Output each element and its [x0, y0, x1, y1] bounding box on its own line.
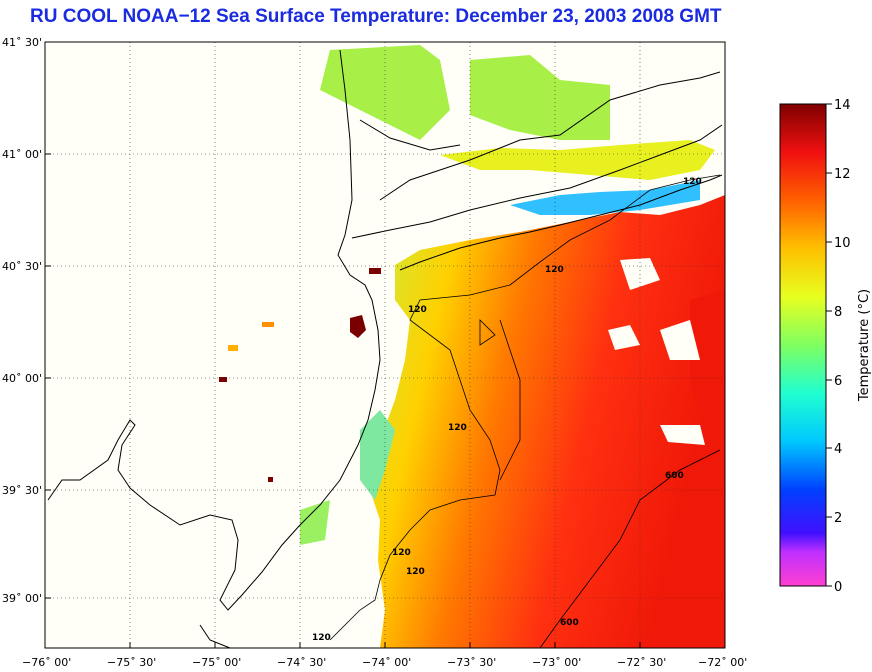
colorbar-tick: 10	[834, 236, 851, 251]
lon-label: −74˚ 00'	[362, 656, 411, 669]
colorbar-tick: 4	[834, 442, 842, 457]
lon-label: −73˚ 30'	[447, 656, 496, 669]
contour-label: 120	[312, 633, 331, 643]
lon-label: −74˚ 30'	[277, 656, 326, 669]
colorbar-tick: 14	[834, 98, 851, 113]
contour-label: 120	[545, 265, 564, 275]
lon-label: −73˚ 00'	[532, 656, 581, 669]
contour-label: 120	[408, 305, 427, 315]
colorbar-scale	[779, 103, 827, 587]
sst-field	[219, 45, 725, 648]
lon-label: −72˚ 30'	[617, 656, 666, 669]
colorbar-label: Temperature (°C)	[857, 289, 872, 402]
colorbar-tick: 8	[834, 305, 842, 320]
contour-label: 120	[406, 567, 425, 577]
colorbar-tick: 2	[834, 511, 842, 526]
contour-label: 600	[560, 618, 579, 628]
longitude-labels: −76˚ 00' −75˚ 30' −75˚ 00' −74˚ 30' −74˚…	[22, 656, 747, 669]
lat-label: 39˚ 00'	[2, 592, 42, 605]
colorbar: 14 12 10 8 6 4 2 0 Temperature (°C)	[779, 98, 872, 595]
lat-label: 41˚ 30'	[2, 36, 42, 49]
latitude-labels: 41˚ 30' 41˚ 00' 40˚ 30' 40˚ 00' 39˚ 30' …	[2, 36, 42, 605]
lat-label: 40˚ 00'	[2, 372, 42, 385]
graticule	[45, 42, 725, 648]
contour-label-group: 120 120 120 120 120 120 120 600 600	[312, 177, 702, 643]
lon-label: −75˚ 00'	[192, 656, 241, 669]
lon-label: −72˚ 00'	[698, 656, 747, 669]
colorbar-tick: 6	[834, 374, 842, 389]
lat-label: 39˚ 30'	[2, 484, 42, 497]
lat-label: 41˚ 00'	[2, 148, 42, 161]
contour-label: 600	[665, 471, 684, 481]
contour-label: 120	[392, 548, 411, 558]
colorbar-tick: 0	[834, 580, 842, 595]
lat-label: 40˚ 30'	[2, 260, 42, 273]
coastline	[47, 49, 723, 649]
lon-label: −76˚ 00'	[22, 656, 71, 669]
contour-label: 120	[448, 423, 467, 433]
bathymetry-contours	[329, 174, 721, 649]
lon-label: −75˚ 30'	[107, 656, 156, 669]
contour-label: 120	[683, 177, 702, 187]
colorbar-tick: 12	[834, 167, 851, 182]
tick-marks	[45, 41, 641, 648]
map-title: RU COOL NOAA−12 Sea Surface Temperature:…	[30, 6, 722, 27]
